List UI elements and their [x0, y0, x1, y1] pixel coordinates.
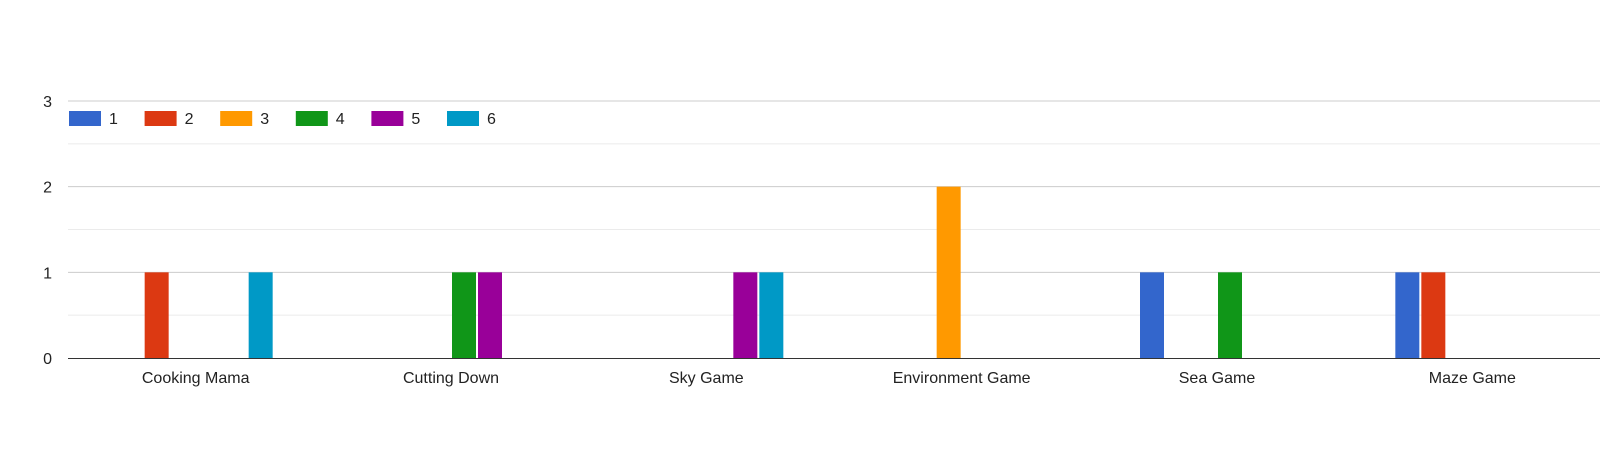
bar-series-1 [1140, 272, 1164, 358]
legend-swatch [447, 111, 479, 126]
x-tick-label: Cutting Down [403, 370, 499, 387]
y-tick-label: 3 [43, 94, 52, 111]
bar-series-2 [144, 272, 169, 358]
legend-swatch [220, 111, 253, 126]
x-tick-label: Cooking Mama [142, 370, 250, 387]
x-axis-ticks: Cooking Mama Cutting Down Sky Game Environm… [142, 370, 1516, 387]
bar-series-3 [936, 186, 961, 358]
bars [144, 186, 1446, 358]
y-axis-ticks: 0 1 2 3 [43, 94, 52, 368]
legend-label: 2 [185, 111, 194, 128]
legend-item: 1 [69, 111, 118, 128]
legend: 1 2 3 4 5 6 [69, 111, 496, 128]
legend-item: 2 [144, 111, 194, 128]
legend-label: 3 [260, 111, 269, 128]
bar-series-4 [1218, 272, 1242, 358]
x-tick-label: Environment Game [893, 370, 1031, 387]
legend-swatch [295, 111, 328, 126]
y-tick-label: 1 [43, 265, 52, 282]
x-tick-label: Sea Game [1179, 370, 1256, 387]
legend-label: 6 [487, 111, 496, 128]
gridlines [68, 100, 1600, 316]
bar-series-1 [1395, 272, 1420, 358]
bar-series-5 [733, 272, 758, 358]
legend-label: 5 [411, 111, 420, 128]
bar-series-5 [478, 272, 502, 358]
bar-series-6 [759, 272, 784, 358]
legend-item: 4 [295, 111, 345, 128]
legend-swatch [371, 111, 404, 126]
legend-swatch [69, 111, 101, 126]
legend-label: 1 [109, 111, 118, 128]
y-tick-label: 0 [43, 351, 52, 368]
legend-item: 3 [220, 111, 269, 128]
y-tick-label: 2 [43, 180, 52, 197]
bar-series-6 [248, 272, 273, 358]
legend-swatch [144, 111, 177, 126]
bar-series-4 [452, 272, 476, 358]
legend-item: 5 [371, 111, 420, 128]
x-tick-label: Sky Game [669, 370, 744, 387]
bar-series-2 [1421, 272, 1446, 358]
legend-label: 4 [336, 111, 345, 128]
legend-item: 6 [447, 111, 496, 128]
x-tick-label: Maze Game [1429, 370, 1516, 387]
